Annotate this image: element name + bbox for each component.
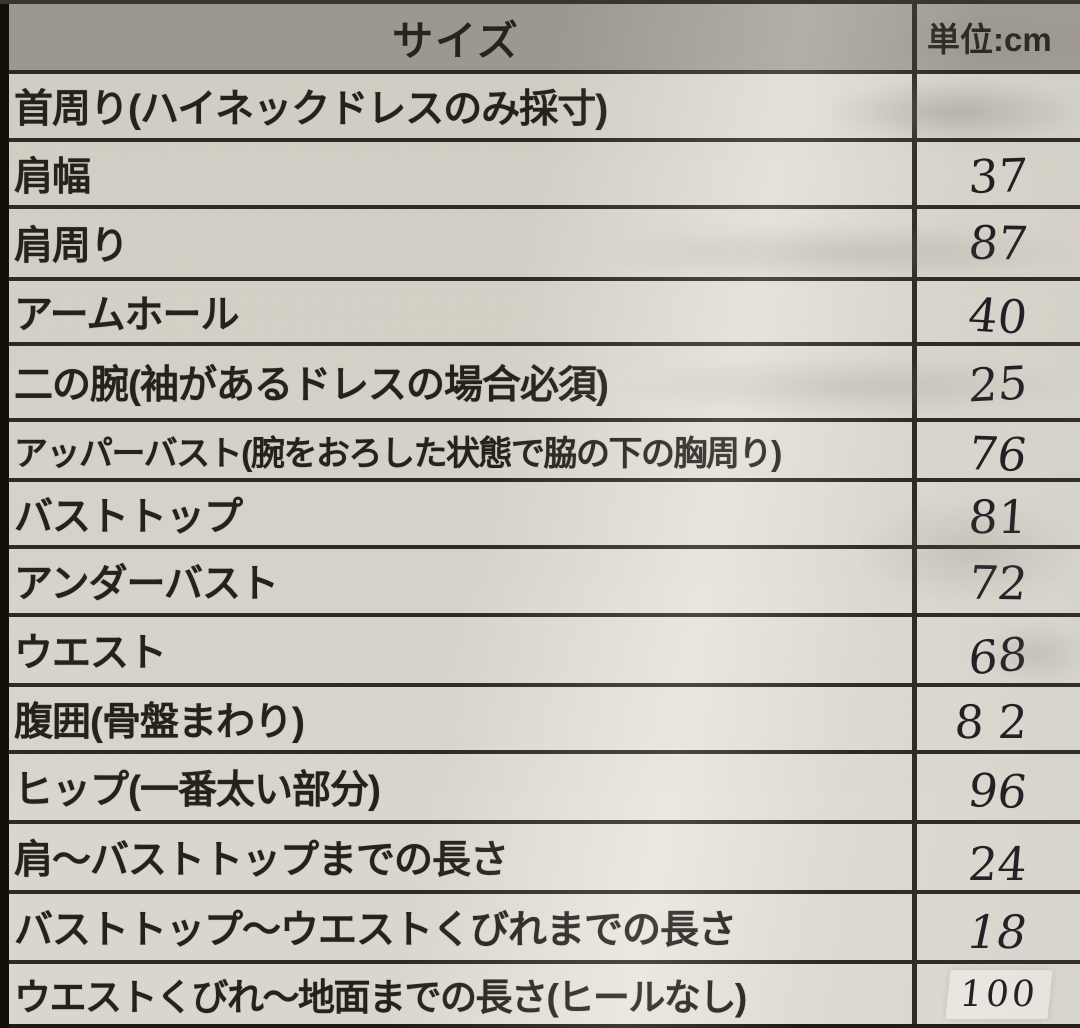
measurement-value-handwritten: 72 [965,555,1031,611]
measurement-label-cell: ヒップ(一番太い部分) [0,754,912,820]
measurement-value-cell [912,74,1080,138]
column-header-unit-cell: 単位:cm [912,4,1080,70]
column-header-size-cell: サイズ [0,4,912,70]
measurement-label: バストトップ [14,495,243,539]
measurement-value-handwritten: 37 [967,147,1030,204]
table-row: 腹囲(骨盤まわり) 82 [0,687,1080,754]
measurement-label-cell: ウエスト [0,617,912,683]
measurement-value-cell: 87 [912,209,1080,277]
measurement-label: ウエスト [14,632,167,675]
measurement-label-cell: 肩〜バストトップまでの長さ [0,824,912,890]
measurement-label: 肩〜バストトップまでの長さ [14,839,509,882]
table-row: バストトップ 81 [0,482,1080,549]
measurement-value-handwritten: 100 [945,969,1052,1019]
measurement-value-handwritten: 87 [965,215,1032,271]
table-row: アンダーバスト 72 [0,549,1080,617]
measurement-label-cell: アンダーバスト [0,549,912,613]
table-row: アームホール 40 [0,281,1080,346]
table-row: 肩〜バストトップまでの長さ 24 [0,824,1080,894]
table-left-border [0,4,9,1028]
measurement-value-cell: 82 [912,687,1080,750]
measurement-value-cell: 96 [912,754,1080,820]
measurement-value-handwritten: 40 [965,286,1031,344]
measurement-value-handwritten: 24 [966,837,1030,891]
measurement-value-handwritten: 18 [962,905,1033,959]
measurement-value-cell: 100 [912,964,1080,1024]
measurement-label-cell: 腹囲(骨盤まわり) [0,687,912,750]
measurement-value-handwritten: 81 [967,489,1030,544]
measurement-label-cell: 肩幅 [0,142,912,205]
measurement-value-cell: 18 [912,894,1080,960]
measurement-label-cell: アームホール [0,281,912,342]
table-row: 肩周り 87 [0,209,1080,281]
measurement-label: アッパーバスト(腕をおろした状態で脇の下の胸周り) [14,434,782,473]
measurement-label-cell: ウエストくびれ〜地面までの長さ(ヒールなし) [0,964,912,1024]
table-header-row: サイズ 単位:cm [0,4,1080,74]
measurement-value-handwritten: 68 [967,626,1030,686]
table-row: バストトップ〜ウエストくびれまでの長さ 18 [0,894,1080,964]
measurement-value-cell: 24 [912,824,1080,891]
measurement-label: バストトップ〜ウエストくびれまでの長さ [14,909,737,952]
size-table: サイズ 単位:cm 首周り(ハイネックドレスのみ採寸) 肩幅 37 [0,4,1080,1028]
measurement-label: 肩周り [14,225,129,268]
measurement-label: ヒップ(一番太い部分) [14,769,381,812]
measurement-label: ウエストくびれ〜地面までの長さ(ヒールなし) [14,977,747,1018]
table-row: ウエストくびれ〜地面までの長さ(ヒールなし) 100 [0,964,1080,1028]
measurement-label: 肩幅 [14,155,91,199]
measurement-label: アームホール [14,293,239,337]
column-header-size: サイズ [392,18,520,64]
measurement-label-cell: バストトップ [0,482,912,545]
measurement-label-cell: アッパーバスト(腕をおろした状態で脇の下の胸周り) [0,422,912,478]
measurement-value-handwritten: 76 [964,425,1032,483]
table-row: 首周り(ハイネックドレスのみ採寸) [0,74,1080,142]
measurement-value-handwritten: 82 [953,694,1044,749]
measurement-value-cell: 25 [912,346,1080,418]
measurement-label: アンダーバスト [14,563,279,606]
column-header-unit: 単位:cm [927,21,1052,58]
measurement-value-cell: 81 [912,482,1080,545]
measurement-label-cell: 肩周り [0,209,912,277]
measurement-value-cell: 68 [912,617,1080,686]
table-row: ヒップ(一番太い部分) 96 [0,754,1080,824]
measurement-label: 二の腕(袖があるドレスの場合必須) [14,364,609,407]
table-row: 二の腕(袖があるドレスの場合必須) 25 [0,346,1080,422]
measurement-value-cell: 40 [912,281,1080,344]
measurement-label-cell: 二の腕(袖があるドレスの場合必須) [0,346,912,418]
measurement-value-handwritten: 25 [967,355,1030,413]
measurement-label-cell: 首周り(ハイネックドレスのみ採寸) [0,74,912,138]
table-row: アッパーバスト(腕をおろした状態で脇の下の胸周り) 76 [0,422,1080,482]
measurement-value-cell: 72 [912,549,1080,613]
measurement-value-cell: 76 [912,422,1080,482]
measurement-label: 首周り(ハイネックドレスのみ採寸) [14,88,608,131]
measurement-value-cell: 37 [912,142,1080,205]
table-row: ウエスト 68 [0,617,1080,687]
measurement-label: 腹囲(骨盤まわり) [14,700,305,744]
table-row: 肩幅 37 [0,142,1080,209]
measurement-value-handwritten: 96 [965,762,1031,820]
measurement-label-cell: バストトップ〜ウエストくびれまでの長さ [0,894,912,960]
